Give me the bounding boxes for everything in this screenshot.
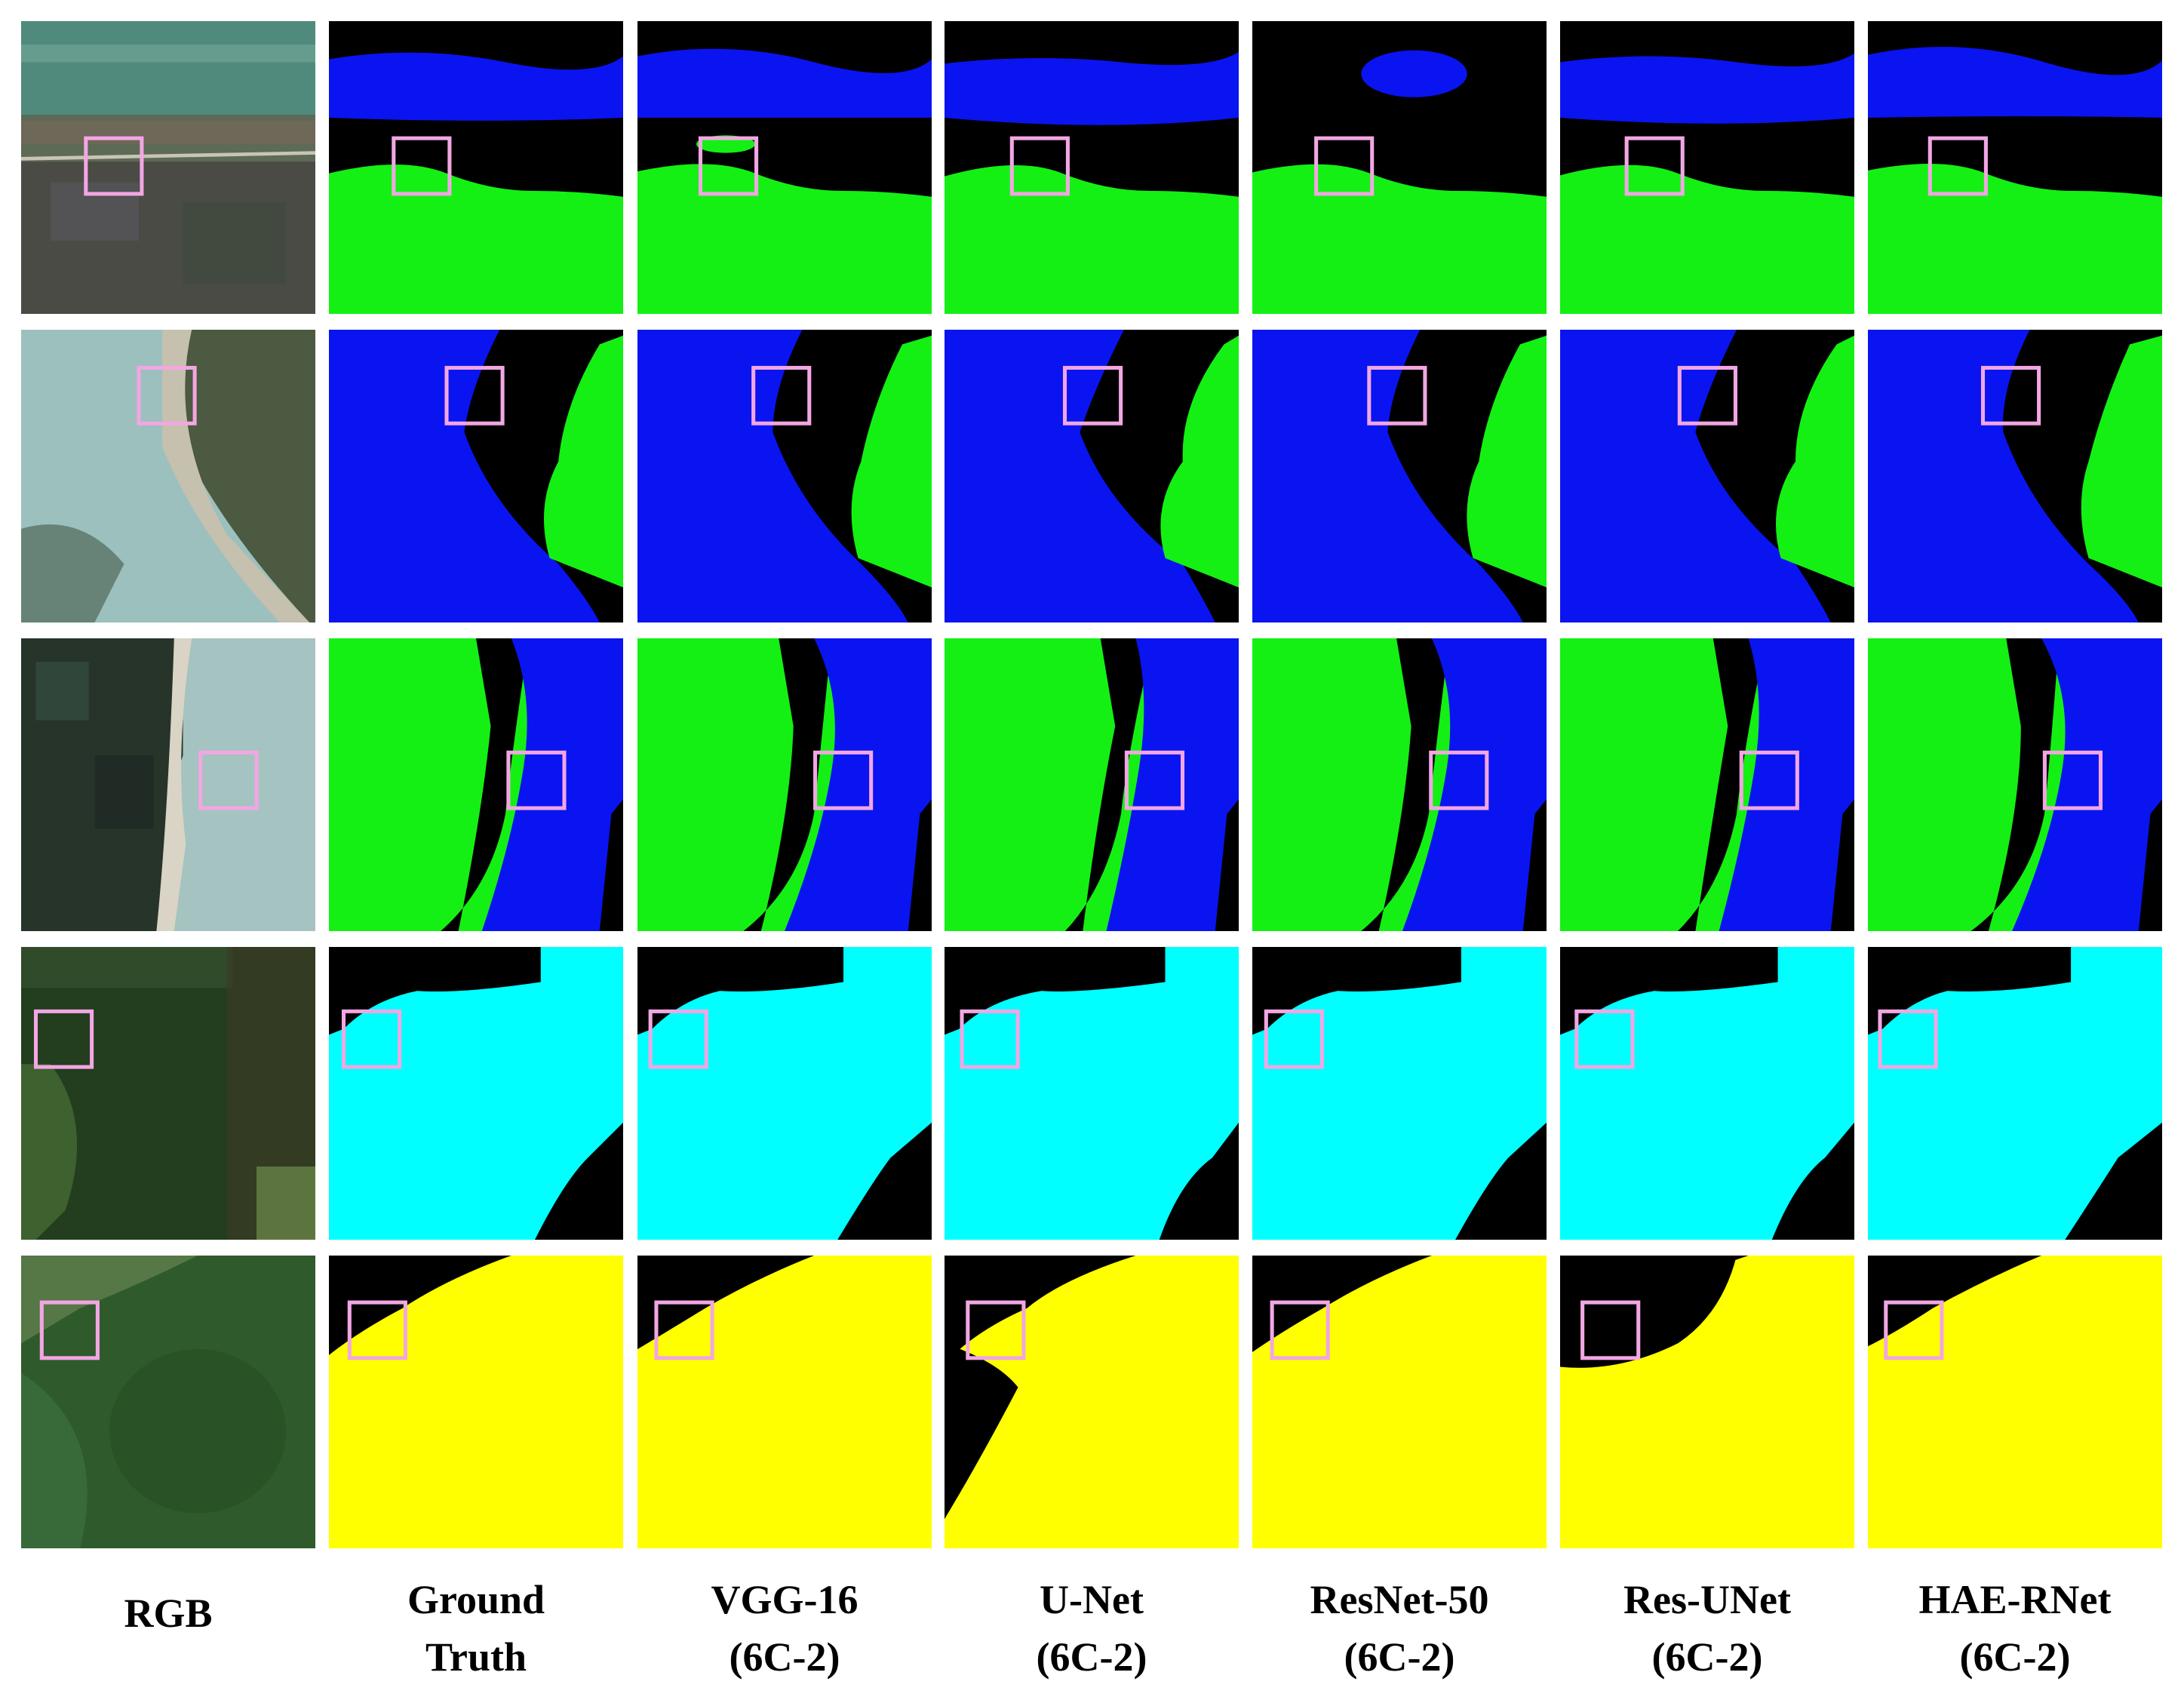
highlight-box — [966, 1300, 1026, 1360]
tile-river-bend-resunet — [1560, 330, 1854, 622]
highlight-box — [1124, 750, 1185, 810]
highlight-box — [1264, 1009, 1324, 1069]
tile-river-farmland-resunet — [1560, 21, 1854, 314]
highlight-box — [1062, 365, 1123, 426]
column-label-unet: U-Net (6C-2) — [945, 1571, 1239, 1686]
highlight-box — [1367, 365, 1427, 426]
highlight-box — [1884, 1300, 1944, 1360]
highlight-box — [198, 750, 259, 810]
tile-forest-unet — [945, 947, 1239, 1240]
highlight-box — [341, 1009, 402, 1069]
tile-hillside-haernet — [1868, 1256, 2162, 1548]
tile-hillside-resunet — [1560, 1256, 1854, 1548]
column-label-line: (6C-2) — [1959, 1634, 2071, 1680]
tile-forest-resnet — [1252, 947, 1547, 1240]
column-label-gt: Ground Truth — [329, 1571, 623, 1686]
tile-hillside-rgb — [21, 1256, 315, 1548]
highlight-box — [1009, 136, 1070, 196]
highlight-box — [33, 1009, 94, 1069]
highlight-box — [1624, 136, 1685, 196]
tile-river-shore-gt — [329, 638, 623, 931]
highlight-box — [1429, 750, 1489, 810]
tile-river-shore-vgg — [637, 638, 932, 931]
highlight-box — [444, 365, 505, 426]
highlight-box — [2042, 750, 2103, 810]
highlight-box — [1270, 1300, 1330, 1360]
column-label-line: (6C-2) — [1036, 1634, 1147, 1680]
highlight-box — [698, 136, 759, 196]
highlight-box — [39, 1300, 100, 1360]
highlight-box — [1928, 136, 1988, 196]
highlight-box — [1314, 136, 1375, 196]
highlight-box — [347, 1300, 407, 1360]
tile-river-farmland-resnet — [1252, 21, 1547, 314]
tile-forest-haernet — [1868, 947, 2162, 1240]
highlight-box — [1980, 365, 2041, 426]
tile-river-shore-rgb — [21, 638, 315, 931]
highlight-box — [960, 1009, 1020, 1069]
column-label-line: (6C-2) — [1651, 1634, 1763, 1680]
highlight-box — [751, 365, 812, 426]
column-label-line: Res-UNet — [1623, 1577, 1791, 1622]
column-label-line: RGB — [124, 1591, 213, 1636]
column-label-vgg: VGG-16 (6C-2) — [637, 1571, 932, 1686]
column-label-line: VGG-16 — [711, 1577, 859, 1622]
tile-hillside-unet — [945, 1256, 1239, 1548]
highlight-box — [1878, 1009, 1938, 1069]
column-label-line: (6C-2) — [729, 1634, 840, 1680]
tile-river-shore-haernet — [1868, 638, 2162, 931]
tile-river-bend-haernet — [1868, 330, 2162, 622]
tile-river-shore-resnet — [1252, 638, 1547, 931]
tile-river-farmland-rgb — [21, 21, 315, 314]
highlight-box — [813, 750, 874, 810]
tile-forest-resunet — [1560, 947, 1854, 1240]
tile-forest-gt — [329, 947, 623, 1240]
tile-hillside-vgg — [637, 1256, 932, 1548]
highlight-box — [84, 136, 144, 196]
column-label-haernet: HAE-RNet (6C-2) — [1868, 1571, 2162, 1686]
tile-forest-vgg — [637, 947, 932, 1240]
tile-river-bend-vgg — [637, 330, 932, 622]
highlight-box — [1574, 1009, 1635, 1069]
highlight-box — [1677, 365, 1737, 426]
tile-hillside-resnet — [1252, 1256, 1547, 1548]
highlight-box — [137, 365, 197, 426]
tile-river-farmland-gt — [329, 21, 623, 314]
highlight-box — [1580, 1300, 1641, 1360]
column-label-line: ResNet-50 — [1310, 1577, 1489, 1622]
tile-hillside-gt — [329, 1256, 623, 1548]
tile-river-farmland-haernet — [1868, 21, 2162, 314]
tile-river-farmland-vgg — [637, 21, 932, 314]
tile-river-bend-gt — [329, 330, 623, 622]
tile-river-shore-unet — [945, 638, 1239, 931]
column-label-line: (6C-2) — [1344, 1634, 1455, 1680]
column-label-line: Ground — [407, 1577, 545, 1622]
highlight-box — [392, 136, 452, 196]
tile-forest-rgb — [21, 947, 315, 1240]
tile-river-farmland-unet — [945, 21, 1239, 314]
highlight-box — [506, 750, 567, 810]
column-label-line: HAE-RNet — [1918, 1577, 2112, 1622]
tile-river-bend-rgb — [21, 330, 315, 622]
column-label-resunet: Res-UNet (6C-2) — [1560, 1571, 1854, 1686]
highlight-box — [1739, 750, 1799, 810]
column-label-line: Truth — [425, 1634, 527, 1680]
column-label-rgb: RGB — [21, 1585, 315, 1642]
tile-river-bend-unet — [945, 330, 1239, 622]
column-label-line: U-Net — [1040, 1577, 1144, 1622]
column-label-resnet: ResNet-50 (6C-2) — [1252, 1571, 1547, 1686]
highlight-box — [648, 1009, 708, 1069]
highlight-box — [654, 1300, 714, 1360]
tile-river-shore-resunet — [1560, 638, 1854, 931]
tile-river-bend-resnet — [1252, 330, 1547, 622]
